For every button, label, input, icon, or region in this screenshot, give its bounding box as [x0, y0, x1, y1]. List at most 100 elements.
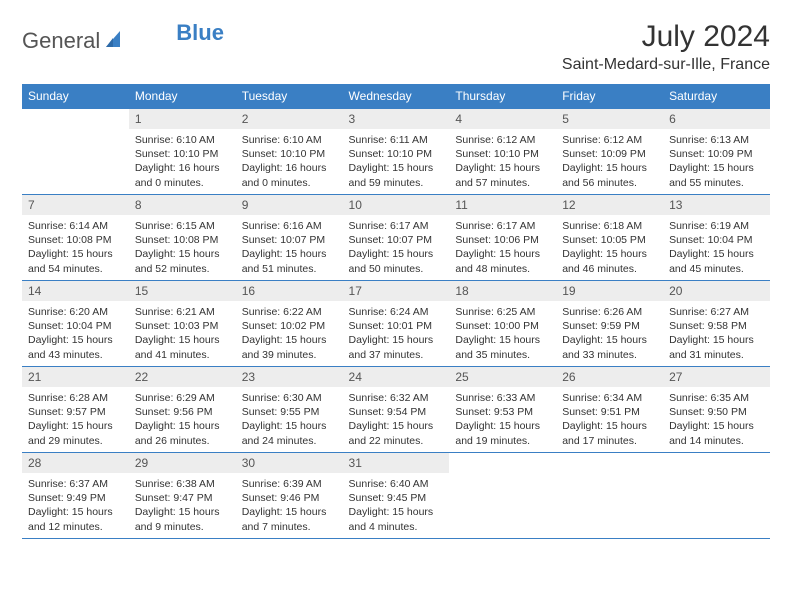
calendar-cell: 31Sunrise: 6:40 AMSunset: 9:45 PMDayligh… [343, 453, 450, 539]
day-body: Sunrise: 6:12 AMSunset: 10:10 PMDaylight… [449, 129, 556, 192]
calendar-cell: 21Sunrise: 6:28 AMSunset: 9:57 PMDayligh… [22, 367, 129, 453]
day-body: Sunrise: 6:22 AMSunset: 10:02 PMDaylight… [236, 301, 343, 364]
day-number: 22 [129, 367, 236, 387]
day-body: Sunrise: 6:17 AMSunset: 10:06 PMDaylight… [449, 215, 556, 278]
calendar-row: 1Sunrise: 6:10 AMSunset: 10:10 PMDayligh… [22, 109, 770, 195]
location: Saint-Medard-sur-Ille, France [562, 56, 770, 74]
calendar-body: 1Sunrise: 6:10 AMSunset: 10:10 PMDayligh… [22, 109, 770, 539]
day-number: 13 [663, 195, 770, 215]
calendar-cell: 24Sunrise: 6:32 AMSunset: 9:54 PMDayligh… [343, 367, 450, 453]
day-body: Sunrise: 6:16 AMSunset: 10:07 PMDaylight… [236, 215, 343, 278]
weekday-header: Tuesday [236, 84, 343, 109]
day-body: Sunrise: 6:27 AMSunset: 9:58 PMDaylight:… [663, 301, 770, 364]
day-body: Sunrise: 6:15 AMSunset: 10:08 PMDaylight… [129, 215, 236, 278]
weekday-header: Friday [556, 84, 663, 109]
calendar-table: SundayMondayTuesdayWednesdayThursdayFrid… [22, 84, 770, 539]
calendar-cell: 25Sunrise: 6:33 AMSunset: 9:53 PMDayligh… [449, 367, 556, 453]
day-number: 1 [129, 109, 236, 129]
day-body: Sunrise: 6:28 AMSunset: 9:57 PMDaylight:… [22, 387, 129, 450]
day-number: 2 [236, 109, 343, 129]
day-number: 10 [343, 195, 450, 215]
weekday-header: Monday [129, 84, 236, 109]
day-body: Sunrise: 6:37 AMSunset: 9:49 PMDaylight:… [22, 473, 129, 536]
day-number: 12 [556, 195, 663, 215]
calendar-cell: 28Sunrise: 6:37 AMSunset: 9:49 PMDayligh… [22, 453, 129, 539]
month-title: July 2024 [562, 20, 770, 54]
calendar-cell: 29Sunrise: 6:38 AMSunset: 9:47 PMDayligh… [129, 453, 236, 539]
day-number: 21 [22, 367, 129, 387]
calendar-cell: 19Sunrise: 6:26 AMSunset: 9:59 PMDayligh… [556, 281, 663, 367]
day-body: Sunrise: 6:38 AMSunset: 9:47 PMDaylight:… [129, 473, 236, 536]
calendar-cell: 15Sunrise: 6:21 AMSunset: 10:03 PMDaylig… [129, 281, 236, 367]
day-body: Sunrise: 6:10 AMSunset: 10:10 PMDaylight… [129, 129, 236, 192]
calendar-row: 28Sunrise: 6:37 AMSunset: 9:49 PMDayligh… [22, 453, 770, 539]
day-number: 31 [343, 453, 450, 473]
day-number: 17 [343, 281, 450, 301]
calendar-cell: 1Sunrise: 6:10 AMSunset: 10:10 PMDayligh… [129, 109, 236, 195]
calendar-cell: 23Sunrise: 6:30 AMSunset: 9:55 PMDayligh… [236, 367, 343, 453]
day-number: 19 [556, 281, 663, 301]
logo: General Blue [22, 20, 224, 54]
day-number: 7 [22, 195, 129, 215]
calendar-cell: 18Sunrise: 6:25 AMSunset: 10:00 PMDaylig… [449, 281, 556, 367]
calendar-cell: 12Sunrise: 6:18 AMSunset: 10:05 PMDaylig… [556, 195, 663, 281]
calendar-cell: 17Sunrise: 6:24 AMSunset: 10:01 PMDaylig… [343, 281, 450, 367]
title-block: July 2024 Saint-Medard-sur-Ille, France [562, 20, 770, 74]
day-number: 16 [236, 281, 343, 301]
day-body: Sunrise: 6:33 AMSunset: 9:53 PMDaylight:… [449, 387, 556, 450]
day-body: Sunrise: 6:12 AMSunset: 10:09 PMDaylight… [556, 129, 663, 192]
calendar-cell: 22Sunrise: 6:29 AMSunset: 9:56 PMDayligh… [129, 367, 236, 453]
calendar-cell: 13Sunrise: 6:19 AMSunset: 10:04 PMDaylig… [663, 195, 770, 281]
calendar-row: 21Sunrise: 6:28 AMSunset: 9:57 PMDayligh… [22, 367, 770, 453]
calendar-cell: 3Sunrise: 6:11 AMSunset: 10:10 PMDayligh… [343, 109, 450, 195]
weekday-header: Sunday [22, 84, 129, 109]
calendar-cell: 7Sunrise: 6:14 AMSunset: 10:08 PMDayligh… [22, 195, 129, 281]
logo-text-general: General [22, 28, 100, 54]
day-number: 30 [236, 453, 343, 473]
calendar-cell: 5Sunrise: 6:12 AMSunset: 10:09 PMDayligh… [556, 109, 663, 195]
weekday-header-row: SundayMondayTuesdayWednesdayThursdayFrid… [22, 84, 770, 109]
calendar-cell: 11Sunrise: 6:17 AMSunset: 10:06 PMDaylig… [449, 195, 556, 281]
day-body: Sunrise: 6:34 AMSunset: 9:51 PMDaylight:… [556, 387, 663, 450]
calendar-cell: 9Sunrise: 6:16 AMSunset: 10:07 PMDayligh… [236, 195, 343, 281]
calendar-cell-empty [663, 453, 770, 539]
day-number: 3 [343, 109, 450, 129]
day-number: 11 [449, 195, 556, 215]
day-body: Sunrise: 6:39 AMSunset: 9:46 PMDaylight:… [236, 473, 343, 536]
day-number: 15 [129, 281, 236, 301]
calendar-cell: 26Sunrise: 6:34 AMSunset: 9:51 PMDayligh… [556, 367, 663, 453]
day-body: Sunrise: 6:18 AMSunset: 10:05 PMDaylight… [556, 215, 663, 278]
weekday-header: Wednesday [343, 84, 450, 109]
day-body: Sunrise: 6:10 AMSunset: 10:10 PMDaylight… [236, 129, 343, 192]
day-number: 24 [343, 367, 450, 387]
day-body: Sunrise: 6:25 AMSunset: 10:00 PMDaylight… [449, 301, 556, 364]
weekday-header: Saturday [663, 84, 770, 109]
header: General Blue July 2024 Saint-Medard-sur-… [22, 20, 770, 74]
day-body: Sunrise: 6:19 AMSunset: 10:04 PMDaylight… [663, 215, 770, 278]
calendar-cell: 10Sunrise: 6:17 AMSunset: 10:07 PMDaylig… [343, 195, 450, 281]
day-body: Sunrise: 6:17 AMSunset: 10:07 PMDaylight… [343, 215, 450, 278]
day-body: Sunrise: 6:35 AMSunset: 9:50 PMDaylight:… [663, 387, 770, 450]
day-number: 26 [556, 367, 663, 387]
day-body: Sunrise: 6:11 AMSunset: 10:10 PMDaylight… [343, 129, 450, 192]
calendar-cell: 6Sunrise: 6:13 AMSunset: 10:09 PMDayligh… [663, 109, 770, 195]
day-number: 9 [236, 195, 343, 215]
day-body: Sunrise: 6:13 AMSunset: 10:09 PMDaylight… [663, 129, 770, 192]
calendar-cell: 16Sunrise: 6:22 AMSunset: 10:02 PMDaylig… [236, 281, 343, 367]
logo-text-blue: Blue [176, 20, 224, 46]
day-number: 14 [22, 281, 129, 301]
calendar-cell-empty [556, 453, 663, 539]
day-number: 6 [663, 109, 770, 129]
day-body: Sunrise: 6:32 AMSunset: 9:54 PMDaylight:… [343, 387, 450, 450]
calendar-cell: 27Sunrise: 6:35 AMSunset: 9:50 PMDayligh… [663, 367, 770, 453]
calendar-cell-empty [22, 109, 129, 195]
day-body: Sunrise: 6:24 AMSunset: 10:01 PMDaylight… [343, 301, 450, 364]
day-number: 29 [129, 453, 236, 473]
day-number: 28 [22, 453, 129, 473]
day-number: 23 [236, 367, 343, 387]
calendar-cell: 20Sunrise: 6:27 AMSunset: 9:58 PMDayligh… [663, 281, 770, 367]
calendar-row: 7Sunrise: 6:14 AMSunset: 10:08 PMDayligh… [22, 195, 770, 281]
logo-sail-icon [104, 29, 124, 54]
calendar-cell: 30Sunrise: 6:39 AMSunset: 9:46 PMDayligh… [236, 453, 343, 539]
weekday-header: Thursday [449, 84, 556, 109]
